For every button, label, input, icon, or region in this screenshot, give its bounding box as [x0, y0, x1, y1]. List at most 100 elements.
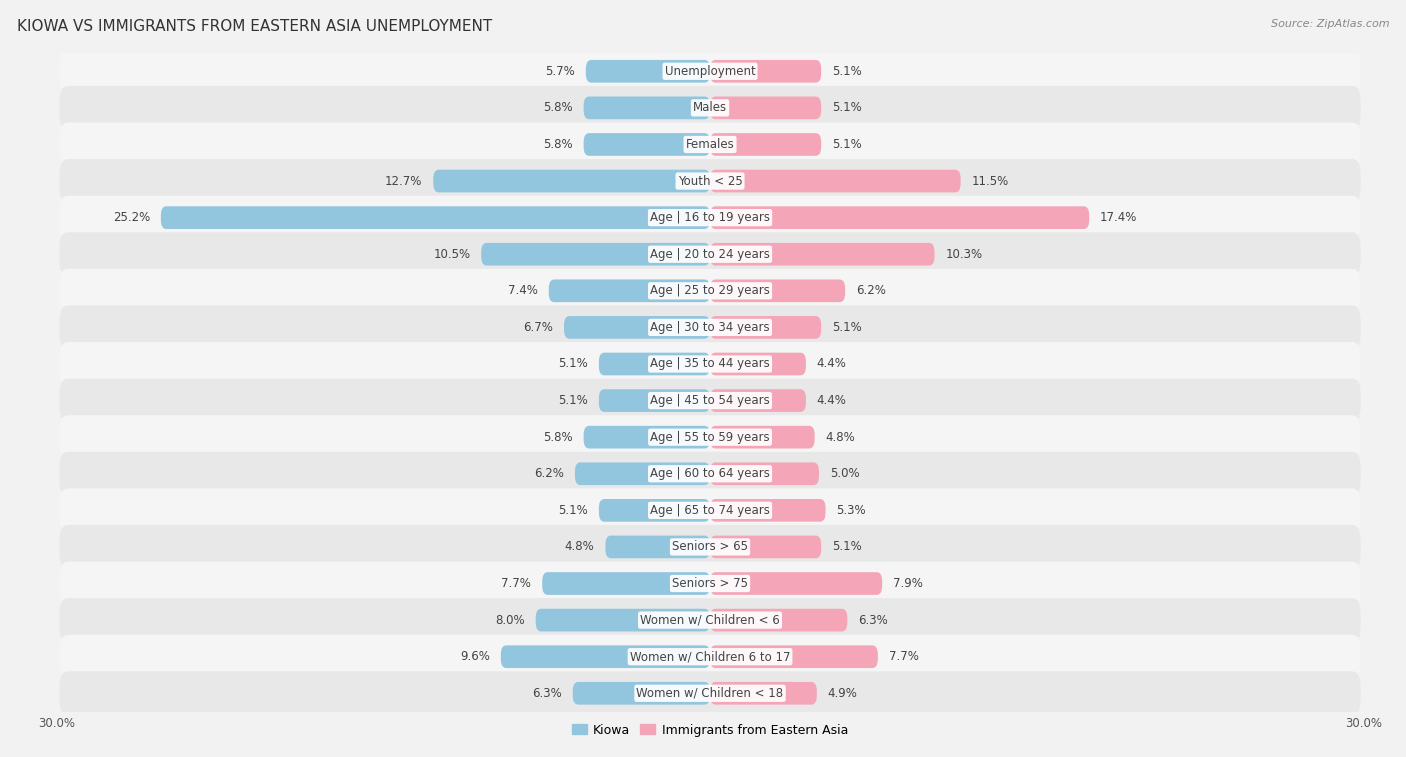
FancyBboxPatch shape	[59, 671, 1361, 715]
Text: 6.2%: 6.2%	[856, 285, 886, 298]
FancyBboxPatch shape	[710, 170, 960, 192]
FancyBboxPatch shape	[59, 562, 1361, 606]
Text: 6.3%: 6.3%	[858, 614, 889, 627]
Text: Age | 25 to 29 years: Age | 25 to 29 years	[650, 285, 770, 298]
FancyBboxPatch shape	[59, 159, 1361, 203]
Text: 12.7%: 12.7%	[385, 175, 422, 188]
FancyBboxPatch shape	[59, 86, 1361, 130]
FancyBboxPatch shape	[710, 279, 845, 302]
Text: Age | 65 to 74 years: Age | 65 to 74 years	[650, 504, 770, 517]
FancyBboxPatch shape	[481, 243, 710, 266]
Text: 7.7%: 7.7%	[889, 650, 918, 663]
FancyBboxPatch shape	[59, 306, 1361, 350]
Text: 8.0%: 8.0%	[495, 614, 524, 627]
FancyBboxPatch shape	[548, 279, 710, 302]
Text: 5.1%: 5.1%	[832, 321, 862, 334]
FancyBboxPatch shape	[536, 609, 710, 631]
Text: 7.4%: 7.4%	[508, 285, 538, 298]
Text: Age | 60 to 64 years: Age | 60 to 64 years	[650, 467, 770, 480]
Text: 6.3%: 6.3%	[531, 687, 562, 699]
Text: 4.4%: 4.4%	[817, 394, 846, 407]
Text: Females: Females	[686, 138, 734, 151]
FancyBboxPatch shape	[59, 342, 1361, 386]
Text: 5.3%: 5.3%	[837, 504, 866, 517]
FancyBboxPatch shape	[710, 389, 806, 412]
Text: Age | 45 to 54 years: Age | 45 to 54 years	[650, 394, 770, 407]
Text: Seniors > 75: Seniors > 75	[672, 577, 748, 590]
FancyBboxPatch shape	[583, 426, 710, 448]
FancyBboxPatch shape	[583, 97, 710, 119]
FancyBboxPatch shape	[583, 133, 710, 156]
FancyBboxPatch shape	[501, 646, 710, 668]
Text: Source: ZipAtlas.com: Source: ZipAtlas.com	[1271, 19, 1389, 29]
FancyBboxPatch shape	[160, 207, 710, 229]
Text: 4.8%: 4.8%	[825, 431, 855, 444]
FancyBboxPatch shape	[606, 536, 710, 558]
Text: KIOWA VS IMMIGRANTS FROM EASTERN ASIA UNEMPLOYMENT: KIOWA VS IMMIGRANTS FROM EASTERN ASIA UN…	[17, 19, 492, 34]
FancyBboxPatch shape	[710, 243, 935, 266]
FancyBboxPatch shape	[564, 316, 710, 338]
FancyBboxPatch shape	[710, 60, 821, 83]
Text: 6.2%: 6.2%	[534, 467, 564, 480]
Text: 10.5%: 10.5%	[433, 248, 470, 260]
FancyBboxPatch shape	[710, 426, 814, 448]
FancyBboxPatch shape	[59, 123, 1361, 167]
Text: 4.8%: 4.8%	[565, 540, 595, 553]
Text: Age | 35 to 44 years: Age | 35 to 44 years	[650, 357, 770, 370]
Text: Women w/ Children 6 to 17: Women w/ Children 6 to 17	[630, 650, 790, 663]
Text: Youth < 25: Youth < 25	[678, 175, 742, 188]
FancyBboxPatch shape	[710, 536, 821, 558]
FancyBboxPatch shape	[575, 463, 710, 485]
Text: Women w/ Children < 6: Women w/ Children < 6	[640, 614, 780, 627]
FancyBboxPatch shape	[599, 389, 710, 412]
FancyBboxPatch shape	[586, 60, 710, 83]
FancyBboxPatch shape	[59, 452, 1361, 496]
Text: 5.1%: 5.1%	[832, 138, 862, 151]
FancyBboxPatch shape	[710, 207, 1090, 229]
FancyBboxPatch shape	[710, 353, 806, 375]
Text: 5.8%: 5.8%	[543, 101, 572, 114]
FancyBboxPatch shape	[59, 232, 1361, 276]
FancyBboxPatch shape	[710, 499, 825, 522]
FancyBboxPatch shape	[572, 682, 710, 705]
Text: Seniors > 65: Seniors > 65	[672, 540, 748, 553]
FancyBboxPatch shape	[710, 97, 821, 119]
Text: Age | 55 to 59 years: Age | 55 to 59 years	[650, 431, 770, 444]
Text: 7.9%: 7.9%	[893, 577, 922, 590]
FancyBboxPatch shape	[710, 316, 821, 338]
Text: 17.4%: 17.4%	[1099, 211, 1137, 224]
Text: Males: Males	[693, 101, 727, 114]
Text: 4.4%: 4.4%	[817, 357, 846, 370]
Text: 7.7%: 7.7%	[502, 577, 531, 590]
Text: 5.8%: 5.8%	[543, 138, 572, 151]
FancyBboxPatch shape	[543, 572, 710, 595]
FancyBboxPatch shape	[59, 488, 1361, 532]
FancyBboxPatch shape	[710, 463, 818, 485]
FancyBboxPatch shape	[710, 682, 817, 705]
FancyBboxPatch shape	[59, 634, 1361, 679]
Text: 11.5%: 11.5%	[972, 175, 1008, 188]
Text: 5.7%: 5.7%	[546, 65, 575, 78]
Text: 5.1%: 5.1%	[832, 65, 862, 78]
Text: 9.6%: 9.6%	[460, 650, 489, 663]
Text: 5.0%: 5.0%	[830, 467, 859, 480]
FancyBboxPatch shape	[599, 499, 710, 522]
Text: Age | 20 to 24 years: Age | 20 to 24 years	[650, 248, 770, 260]
FancyBboxPatch shape	[59, 49, 1361, 93]
Text: 5.1%: 5.1%	[832, 540, 862, 553]
Text: 25.2%: 25.2%	[112, 211, 150, 224]
FancyBboxPatch shape	[710, 646, 877, 668]
Text: Age | 30 to 34 years: Age | 30 to 34 years	[650, 321, 770, 334]
FancyBboxPatch shape	[59, 196, 1361, 239]
Text: Age | 16 to 19 years: Age | 16 to 19 years	[650, 211, 770, 224]
Text: 5.1%: 5.1%	[558, 357, 588, 370]
Text: Unemployment: Unemployment	[665, 65, 755, 78]
FancyBboxPatch shape	[710, 609, 848, 631]
Text: Women w/ Children < 18: Women w/ Children < 18	[637, 687, 783, 699]
Text: 5.1%: 5.1%	[558, 504, 588, 517]
FancyBboxPatch shape	[433, 170, 710, 192]
Text: 6.7%: 6.7%	[523, 321, 553, 334]
FancyBboxPatch shape	[599, 353, 710, 375]
FancyBboxPatch shape	[59, 598, 1361, 642]
FancyBboxPatch shape	[59, 525, 1361, 569]
